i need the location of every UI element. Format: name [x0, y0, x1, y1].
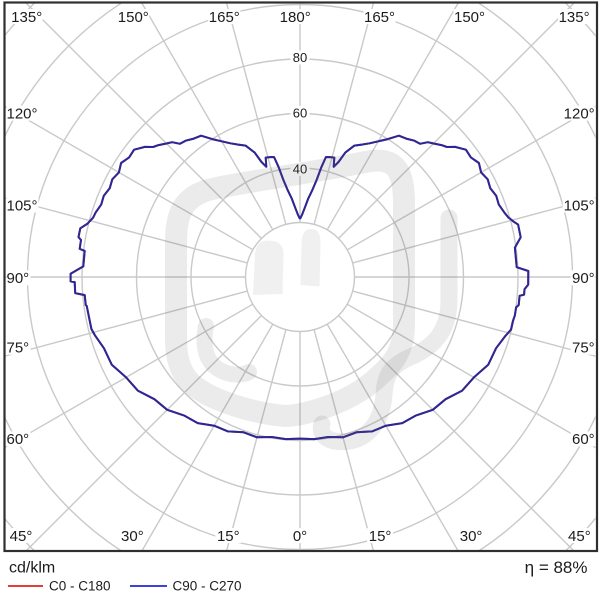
svg-text:15°: 15° [369, 528, 392, 545]
svg-text:135°: 135° [559, 9, 590, 26]
svg-text:15°: 15° [217, 528, 240, 545]
svg-text:45°: 45° [10, 528, 33, 545]
svg-text:C90 - C270: C90 - C270 [173, 579, 242, 594]
svg-text:η = 88%: η = 88% [525, 558, 588, 577]
svg-text:90°: 90° [7, 270, 30, 287]
svg-text:30°: 30° [121, 528, 144, 545]
svg-text:40: 40 [293, 161, 307, 176]
svg-text:C0 - C180: C0 - C180 [49, 579, 111, 594]
svg-text:90°: 90° [572, 270, 595, 287]
svg-text:120°: 120° [7, 105, 38, 122]
svg-text:75°: 75° [572, 340, 595, 357]
svg-text:105°: 105° [564, 197, 595, 214]
svg-text:75°: 75° [7, 340, 30, 357]
svg-text:30°: 30° [460, 528, 483, 545]
svg-text:105°: 105° [7, 197, 38, 214]
svg-text:60: 60 [293, 106, 307, 121]
svg-text:165°: 165° [364, 9, 395, 26]
svg-text:150°: 150° [454, 9, 485, 26]
svg-text:60°: 60° [7, 431, 30, 448]
svg-text:cd/klm: cd/klm [9, 560, 55, 577]
svg-text:45°: 45° [568, 528, 591, 545]
svg-text:165°: 165° [209, 9, 240, 26]
svg-text:150°: 150° [118, 9, 149, 26]
svg-text:60°: 60° [572, 431, 595, 448]
svg-text:80: 80 [293, 50, 307, 65]
svg-text:0°: 0° [293, 528, 307, 545]
svg-text:120°: 120° [564, 105, 595, 122]
svg-text:135°: 135° [11, 9, 42, 26]
svg-text:180°: 180° [280, 9, 311, 26]
